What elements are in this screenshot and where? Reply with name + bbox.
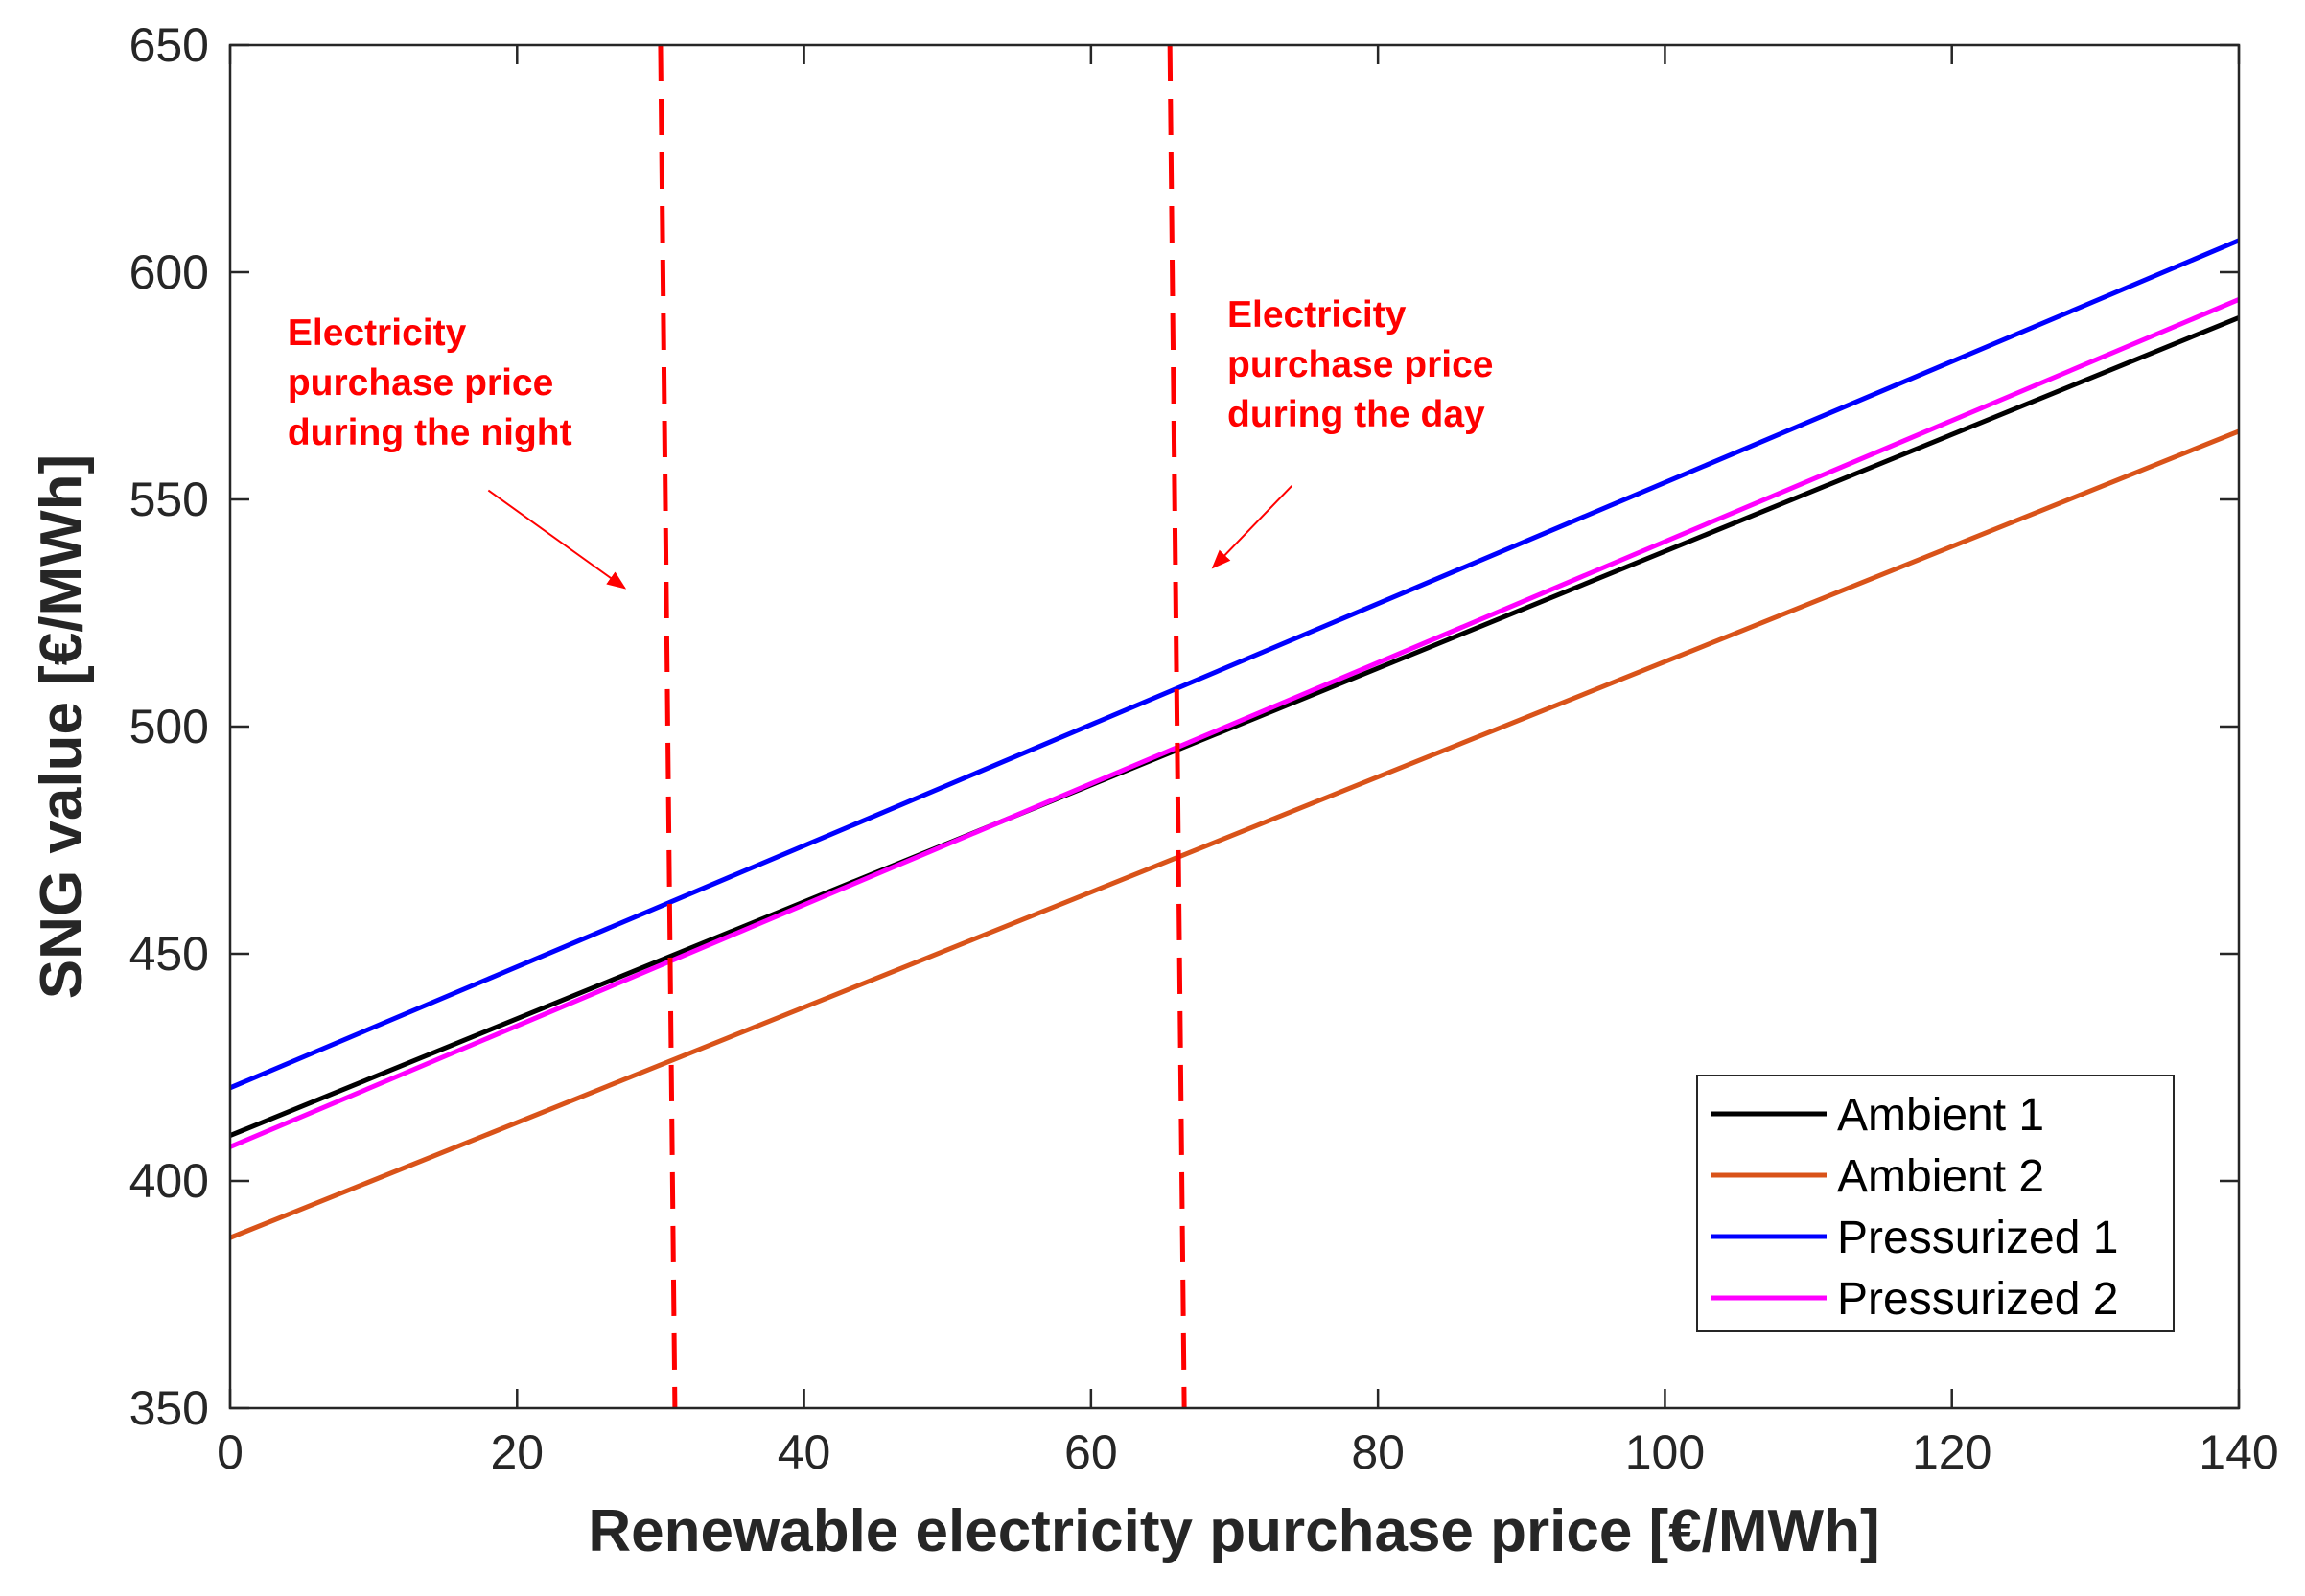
legend-items: Ambient 1 Ambient 2 Pressurized 1 Pressuriz…	[1711, 1090, 2118, 1325]
annotation-layer: Electricity purchase price during the nigh…	[288, 294, 1493, 590]
reference-line-layer	[658, 44, 1187, 1409]
x-tick-label: 0	[217, 1425, 244, 1479]
legend: Ambient 1 Ambient 2 Pressurized 1 Pressuriz…	[1696, 1075, 2175, 1332]
legend-item-pressurized-2: Pressurized 2	[1711, 1274, 2118, 1325]
series-layer	[229, 238, 2240, 1240]
legend-label: Pressurized 1	[1837, 1213, 2118, 1263]
y-tick-label: 600	[129, 245, 209, 299]
annotation-arrow-night	[487, 489, 627, 590]
tick-layer: 0 20 40 60 80 100 120 140 350 400 450 500 550 600 650	[129, 18, 2279, 1479]
legend-label: Ambient 2	[1837, 1151, 2044, 1202]
y-tick-label: 500	[129, 700, 209, 753]
reference-line-night	[658, 44, 678, 1409]
annotation-day: Electricity purchase price during the day	[1211, 294, 1493, 569]
x-tick-label: 40	[778, 1425, 831, 1479]
series-line-pressurized-2	[229, 297, 2240, 1149]
annotation-text-night: Electricity purchase price during the nigh…	[288, 312, 572, 453]
legend-item-ambient-2: Ambient 2	[1711, 1151, 2044, 1202]
annotation-night: Electricity purchase price during the nigh…	[288, 312, 627, 590]
series-line-pressurized-1	[229, 238, 2240, 1091]
annotation-line: during the day	[1227, 394, 1485, 435]
legend-label: Ambient 1	[1837, 1090, 2044, 1141]
y-tick-label: 350	[129, 1381, 209, 1435]
y-axis-title: SNG value [€/MWh]	[29, 454, 95, 999]
legend-label: Pressurized 2	[1837, 1274, 2118, 1325]
annotation-arrow-day	[1211, 485, 1293, 569]
legend-box	[1696, 1075, 2175, 1332]
annotation-line: purchase price	[1227, 344, 1493, 385]
x-axis-title: Renewable electricity purchase price [€/…	[588, 1498, 1879, 1564]
annotation-line: Electricity	[1227, 294, 1407, 335]
x-tick-label: 20	[490, 1425, 544, 1479]
x-tick-label: 120	[1912, 1425, 1991, 1479]
legend-item-pressurized-1: Pressurized 1	[1711, 1213, 2118, 1263]
x-tick-label: 100	[1625, 1425, 1705, 1479]
series-line-ambient-2	[229, 428, 2240, 1240]
x-tick-label: 60	[1064, 1425, 1118, 1479]
series-line-ambient-1	[229, 315, 2240, 1138]
y-tick-label: 550	[129, 473, 209, 526]
reference-line-day	[1167, 44, 1187, 1409]
legend-item-ambient-1: Ambient 1	[1711, 1090, 2044, 1141]
annotation-line: Electricity	[288, 312, 467, 354]
y-tick-label: 400	[129, 1154, 209, 1208]
x-tick-label: 140	[2199, 1425, 2278, 1479]
annotation-line: during the night	[288, 412, 572, 453]
annotation-text-day: Electricity purchase price during the day	[1227, 294, 1493, 435]
y-tick-label: 650	[129, 18, 209, 72]
annotation-line: purchase price	[288, 362, 553, 404]
x-tick-label: 80	[1351, 1425, 1405, 1479]
y-tick-label: 450	[129, 927, 209, 981]
